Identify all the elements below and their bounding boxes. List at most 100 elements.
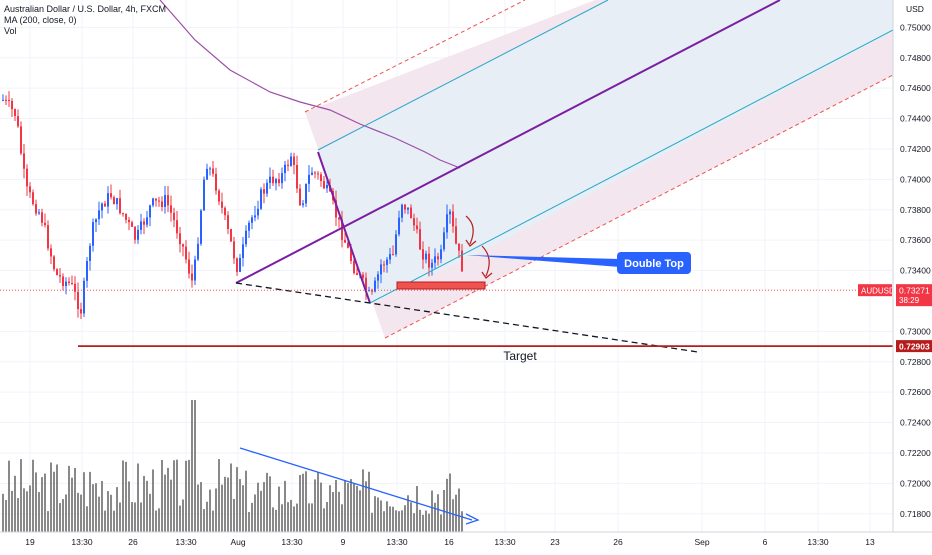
candle-body xyxy=(149,205,151,218)
volume-bar xyxy=(344,480,346,532)
candle-body xyxy=(197,243,199,260)
volume-bar xyxy=(257,482,259,532)
volume-bar xyxy=(380,500,382,532)
volume-bar xyxy=(155,510,157,532)
double-top-callout xyxy=(617,252,691,274)
candle-body xyxy=(365,277,367,291)
volume-bar xyxy=(44,473,46,532)
candle-body xyxy=(47,225,49,249)
candle-body xyxy=(299,188,301,206)
candle-body xyxy=(131,222,133,227)
volume-bar xyxy=(125,461,127,532)
volume-bar xyxy=(227,477,229,532)
volume-bar xyxy=(398,511,400,532)
candle-body xyxy=(356,273,358,276)
volume-bar xyxy=(314,479,316,532)
channel-line-upper xyxy=(317,0,609,151)
ma-legend[interactable]: MA (200, close, 0) xyxy=(4,15,77,25)
candle-body xyxy=(440,249,442,260)
candle-body xyxy=(215,173,217,191)
volume-bar xyxy=(134,502,136,532)
volume-bar xyxy=(356,486,358,532)
candle-body xyxy=(35,204,37,214)
candle-body xyxy=(20,126,22,154)
candle-body xyxy=(221,201,223,208)
candle-body xyxy=(209,168,211,170)
volume-bar xyxy=(353,483,355,532)
candle-body xyxy=(272,176,274,184)
volume-bar xyxy=(14,475,16,532)
candle-body xyxy=(116,198,118,205)
candle-body xyxy=(446,214,448,233)
candle-body xyxy=(374,280,376,292)
current-price-value: 0.73271 xyxy=(899,286,930,296)
volume-bar xyxy=(65,494,67,532)
volume-bar xyxy=(41,477,43,532)
volume-bar xyxy=(293,506,295,532)
candle-body xyxy=(227,215,229,230)
time-tick-label: Aug xyxy=(230,537,245,547)
time-tick-label: 26 xyxy=(613,537,623,547)
candle-body xyxy=(383,264,385,266)
candle-body xyxy=(200,210,202,244)
volume-bar xyxy=(77,492,79,532)
candle-body xyxy=(437,256,439,260)
candle-body xyxy=(377,274,379,281)
volume-bar xyxy=(197,484,199,532)
price-tick-label: 0.72200 xyxy=(900,448,931,458)
candle-body xyxy=(290,156,292,166)
volume-bar xyxy=(56,464,58,532)
candle-body xyxy=(350,247,352,261)
candle-body xyxy=(242,244,244,258)
volume-bar xyxy=(452,499,454,532)
volume-bar xyxy=(416,485,418,532)
candle-body xyxy=(65,281,67,287)
time-tick-label: 13:30 xyxy=(494,537,516,547)
candle-body xyxy=(77,291,79,310)
volume-bar xyxy=(230,463,232,532)
volume-bar xyxy=(299,474,301,532)
volume-bar xyxy=(335,480,337,532)
volume-bar xyxy=(176,459,178,532)
volume-bar xyxy=(407,495,409,532)
candle-body xyxy=(461,250,463,272)
volume-bar xyxy=(140,502,142,532)
candle-body xyxy=(323,180,325,189)
volume-bar xyxy=(461,511,463,532)
volume-bar xyxy=(203,509,205,532)
candle-body xyxy=(170,205,172,213)
volume-bar xyxy=(221,484,223,532)
volume-bar xyxy=(179,505,181,532)
candle-body xyxy=(317,173,319,175)
volume-bar xyxy=(419,509,421,532)
volume-bar xyxy=(440,514,442,532)
candle-body xyxy=(119,198,121,214)
volume-bar xyxy=(131,502,133,532)
candle-body xyxy=(257,208,259,216)
time-tick-label: 13:30 xyxy=(807,537,829,547)
price-tick-label: 0.73000 xyxy=(900,326,931,336)
candle-body xyxy=(8,99,10,102)
volume-bar xyxy=(284,480,286,532)
volume-bar xyxy=(128,481,130,532)
candle-body xyxy=(407,207,409,210)
volume-legend[interactable]: Vol xyxy=(4,26,17,36)
candle-body xyxy=(188,259,190,274)
candle-body xyxy=(326,185,328,189)
volume-bar xyxy=(266,472,268,532)
candle-body xyxy=(236,258,238,272)
price-tick-label: 0.74400 xyxy=(900,114,931,124)
candle-body xyxy=(392,254,394,256)
time-tick-label: 13:30 xyxy=(281,537,303,547)
time-tick-label: 19 xyxy=(25,537,35,547)
candle-body xyxy=(122,213,124,215)
volume-bar xyxy=(119,502,121,532)
candle-body xyxy=(230,229,232,242)
candle-body xyxy=(71,282,73,284)
volume-bar xyxy=(86,506,88,532)
candle-body xyxy=(101,203,103,211)
volume-bar xyxy=(53,471,55,532)
double-top-box xyxy=(396,281,486,290)
